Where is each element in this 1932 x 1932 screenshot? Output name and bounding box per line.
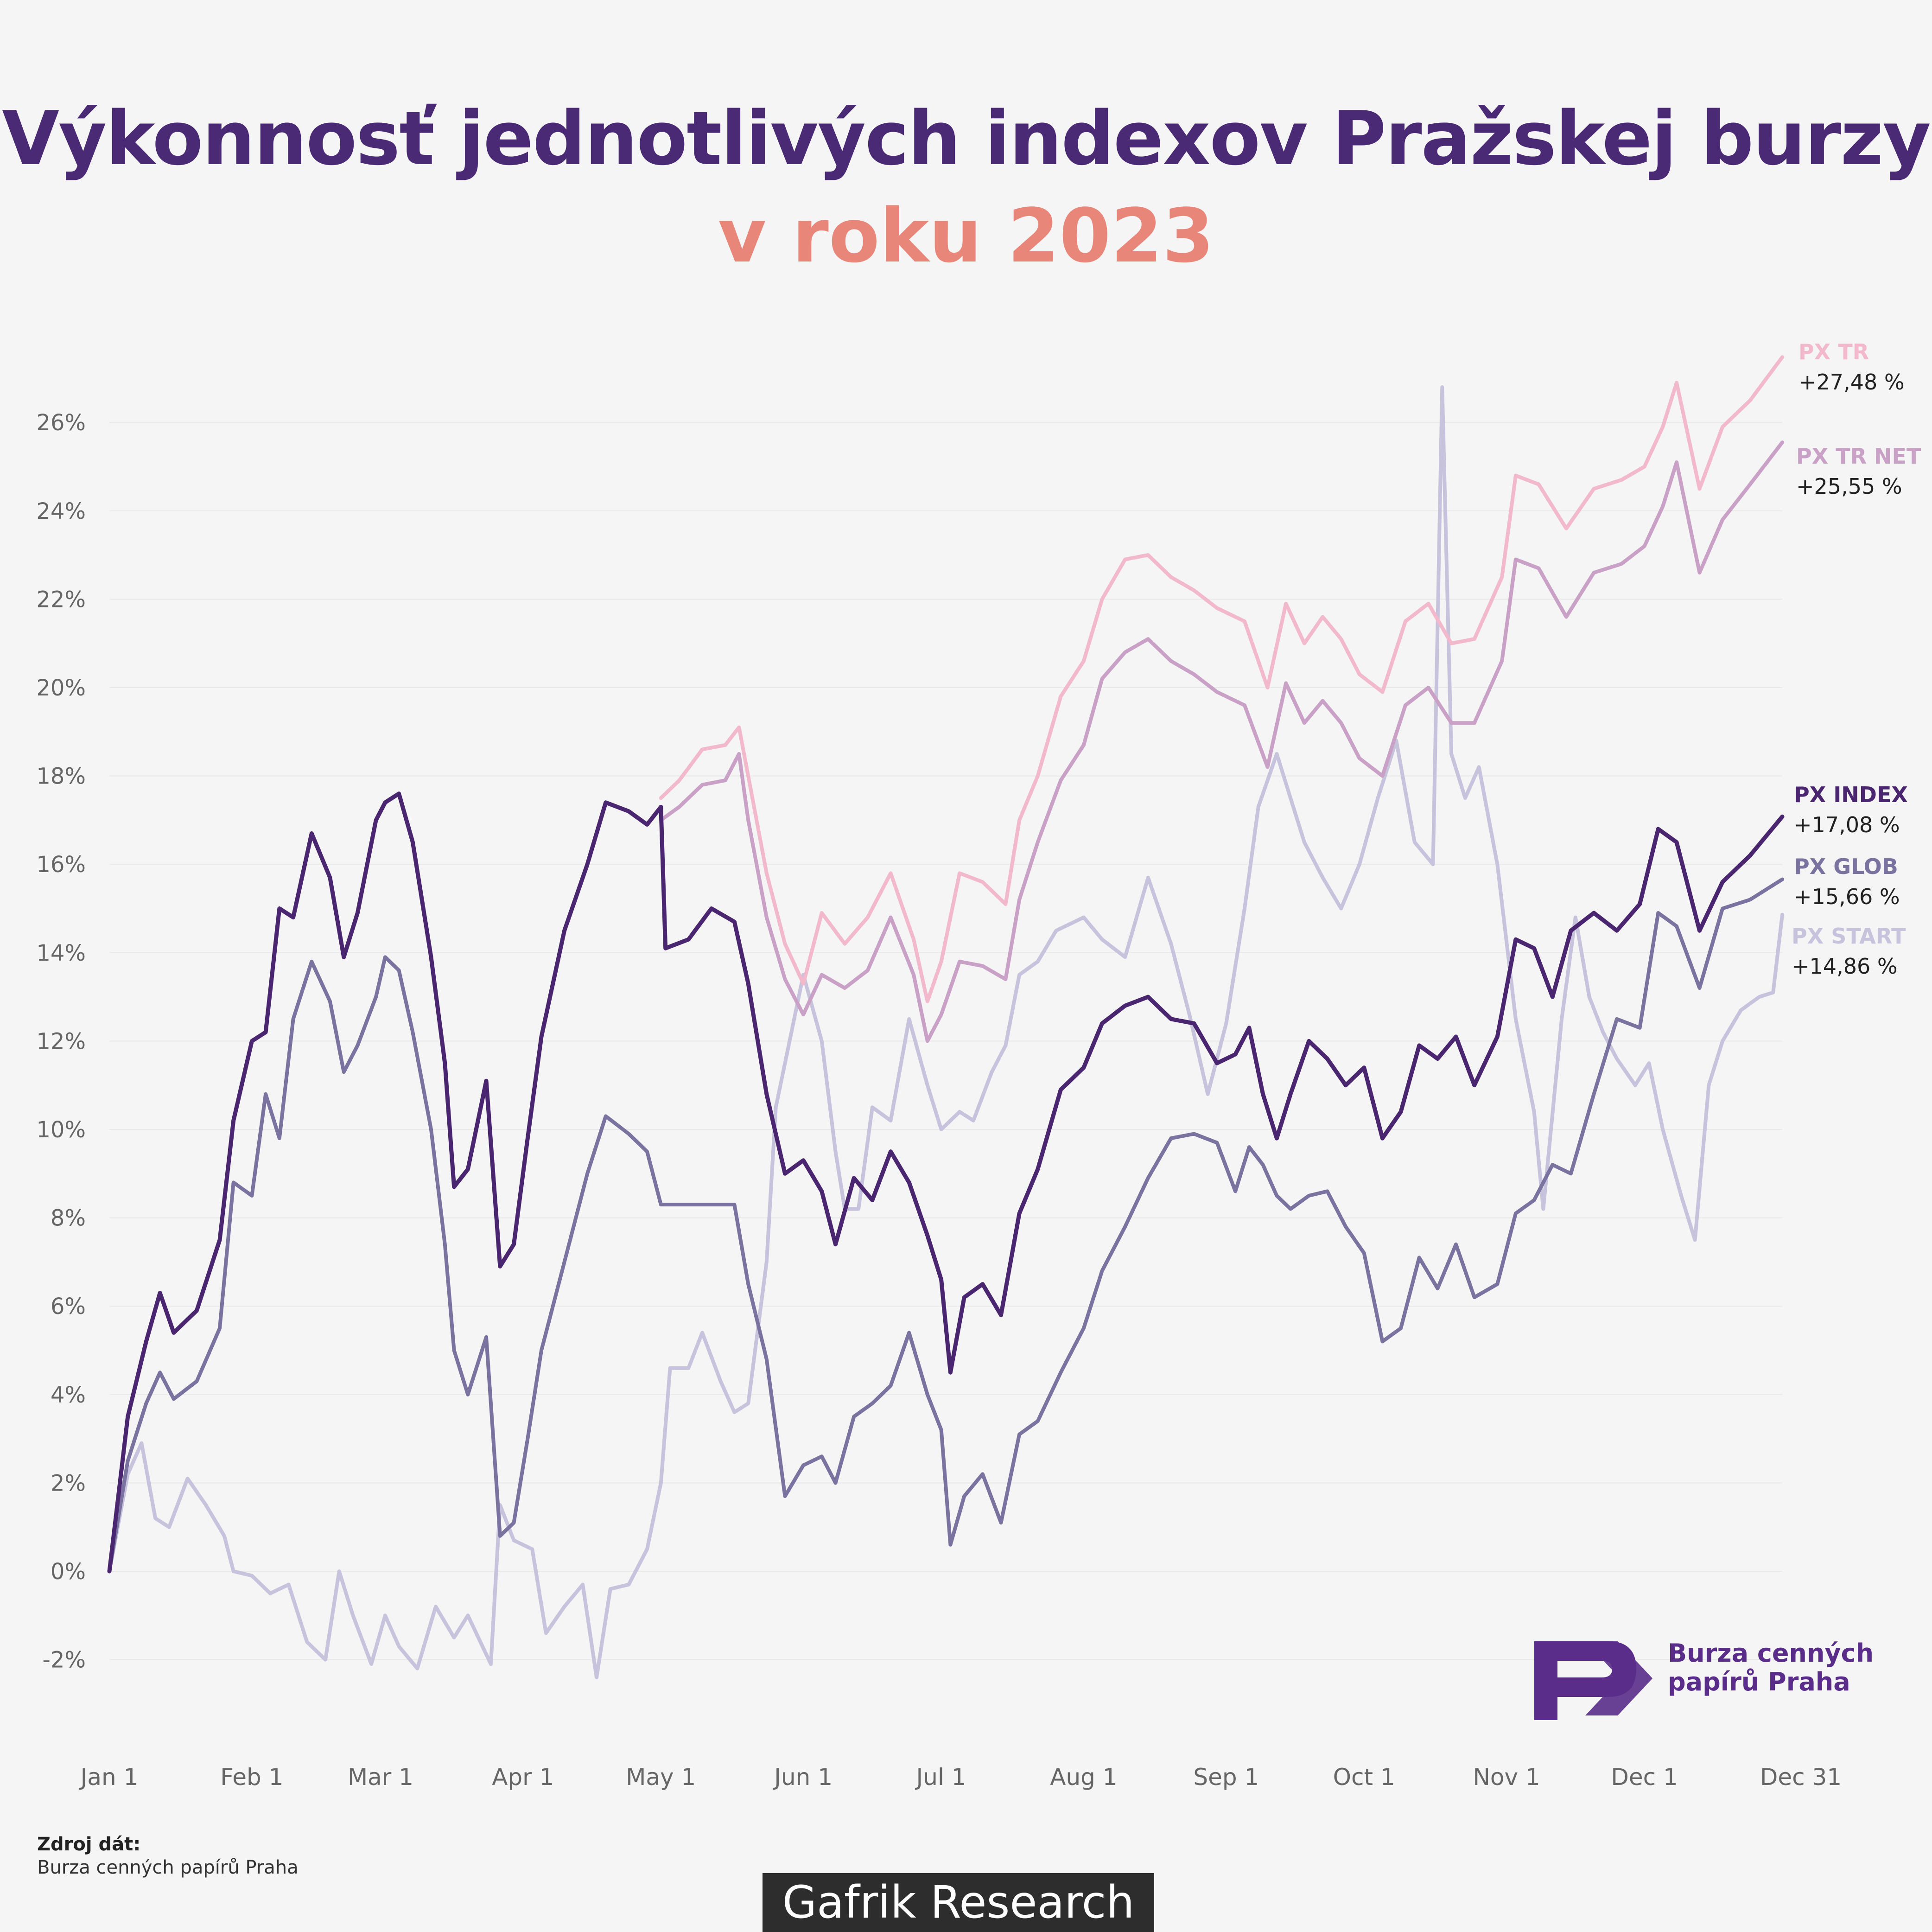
source-label: Zdroj dát:: [37, 1834, 141, 1855]
brand-badge: Gafrik Research: [763, 1873, 1154, 1932]
x-tick-label: May 1: [626, 1764, 696, 1791]
x-tick-label: Jan 1: [79, 1764, 139, 1791]
y-tick-label: 26%: [36, 410, 86, 436]
y-axis-ticks: -2% 0% 2% 4% 6% 8% 10% 12% 14% 16% 18% 20% 22% 24% 26%: [36, 410, 86, 1673]
y-tick-label: 0%: [51, 1559, 86, 1585]
series-line-px-tr-net: [659, 440, 1784, 1043]
series-end-labels: PX TR +27,48 % PX TR NET +25,55 % PX INDEX +1…: [1792, 339, 1921, 979]
y-tick-label: 10%: [36, 1117, 86, 1143]
series-label-px-tr-net: PX TR NET: [1796, 444, 1921, 469]
y-tick-label: 18%: [36, 764, 86, 790]
series-value-px-glob: +15,66 %: [1794, 884, 1900, 909]
bcpp-logo-text: Burza cenných papírů Praha: [1668, 1639, 1874, 1696]
series-label-px-index: PX INDEX: [1794, 782, 1908, 807]
series-lines: [107, 355, 1785, 1679]
y-tick-label: 24%: [36, 498, 86, 524]
y-tick-label: 22%: [36, 587, 86, 612]
y-tick-label: 16%: [36, 852, 86, 878]
series-line-px-index: [107, 791, 1785, 1574]
x-tick-label: Feb 1: [220, 1764, 283, 1791]
x-tick-label: Dec 31: [1760, 1764, 1842, 1791]
y-tick-label: 20%: [36, 675, 86, 701]
x-tick-label: Dec 1: [1611, 1764, 1678, 1791]
series-line-px-start: [108, 385, 1784, 1679]
chart-title: Výkonnosť jednotlivých indexov Pražskej …: [2, 95, 1931, 182]
series-line-px-tr: [659, 355, 1784, 1003]
y-tick-label: 14%: [36, 940, 86, 966]
series-value-px-start: +14,86 %: [1792, 954, 1898, 979]
series-value-px-tr: +27,48 %: [1799, 370, 1905, 395]
series-value-px-tr-net: +25,55 %: [1796, 474, 1902, 499]
series-label-px-tr: PX TR: [1799, 339, 1869, 364]
x-tick-label: Aug 1: [1050, 1764, 1117, 1791]
logo-line1: Burza cenných: [1668, 1639, 1874, 1668]
y-tick-label: 2%: [51, 1470, 86, 1496]
grid-lines: [109, 422, 1782, 1660]
series-label-px-glob: PX GLOB: [1794, 854, 1898, 879]
x-tick-label: Mar 1: [348, 1764, 413, 1791]
x-tick-label: Jun 1: [773, 1764, 833, 1791]
y-tick-label: 12%: [36, 1028, 86, 1054]
y-tick-label: 4%: [51, 1382, 86, 1408]
series-line-px-glob: [108, 877, 1784, 1573]
x-tick-label: Sep 1: [1193, 1764, 1259, 1791]
series-label-px-start: PX START: [1792, 924, 1906, 949]
x-tick-label: Oct 1: [1333, 1764, 1395, 1791]
x-tick-label: Apr 1: [492, 1764, 554, 1791]
series-value-px-index: +17,08 %: [1794, 812, 1900, 837]
y-tick-label: -2%: [43, 1647, 86, 1673]
x-tick-label: Nov 1: [1473, 1764, 1540, 1791]
y-tick-label: 6%: [51, 1294, 86, 1320]
logo-line2: papírů Praha: [1668, 1667, 1850, 1696]
y-tick-label: 8%: [51, 1205, 86, 1231]
x-tick-label: Jul 1: [915, 1764, 966, 1791]
source-value: Burza cenných papírů Praha: [37, 1857, 299, 1878]
chart-subtitle: v roku 2023: [718, 192, 1214, 279]
x-axis-ticks: Jan 1 Feb 1 Mar 1 Apr 1 May 1 Jun 1 Jul 1 Aug 1…: [79, 1764, 1842, 1791]
bcpp-logo-icon: [1534, 1641, 1652, 1720]
